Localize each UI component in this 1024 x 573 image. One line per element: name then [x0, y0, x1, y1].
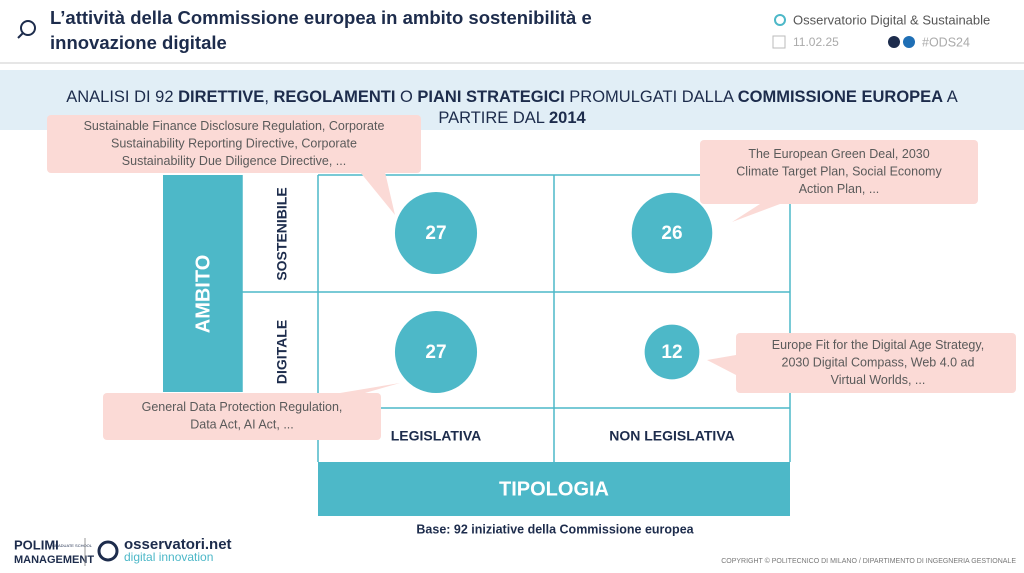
footnote: Base: 92 iniziative della Commissione eu…	[416, 522, 694, 536]
subtitle-part: REGOLAMENTI	[273, 88, 395, 106]
subtitle-part: A	[943, 88, 958, 106]
bubble-label: 27	[425, 342, 446, 363]
subtitle-part: ,	[264, 88, 273, 106]
callout	[700, 140, 978, 204]
subtitle: PARTIRE DAL 2014	[438, 109, 586, 127]
search-icon	[17, 20, 36, 39]
callout-text: The European Green Deal, 2030	[748, 147, 929, 161]
subtitle: ANALISI DI 92 DIRETTIVE, REGOLAMENTI O P…	[66, 88, 958, 106]
calendar-icon	[772, 35, 786, 49]
subtitle-part: DIRETTIVE	[178, 88, 264, 106]
subtitle-part: COMMISSIONE EUROPEA	[738, 88, 943, 106]
callout-text: Data Act, AI Act, ...	[190, 418, 294, 432]
callout-text: Virtual Worlds, ...	[831, 373, 926, 387]
x-icon	[888, 36, 900, 48]
callout-text: Action Plan, ...	[799, 182, 880, 196]
bubble	[394, 310, 478, 394]
callout-text: Europe Fit for the Digital Age Strategy,	[772, 338, 984, 352]
bubble	[394, 191, 478, 275]
logo: POLIMI	[14, 537, 59, 552]
callout-text: Sustainability Reporting Directive, Corp…	[111, 136, 357, 150]
col-axis-label: TIPOLOGIA	[499, 478, 609, 500]
row-axis-label: AMBITO	[192, 255, 214, 334]
linkedin-icon	[903, 36, 915, 48]
col-label: LEGISLATIVA	[391, 428, 481, 444]
col-axis-bar	[318, 462, 790, 516]
logo: osservatori.net	[124, 536, 232, 553]
bubble	[631, 192, 713, 274]
bubble	[644, 324, 700, 380]
subtitle-part: 2014	[549, 109, 587, 127]
callout-tail	[360, 172, 395, 215]
bubble-label: 12	[661, 342, 682, 363]
copyright: COPYRIGHT © POLITECNICO DI MILANO / DIPA…	[721, 557, 1016, 565]
callout	[103, 393, 381, 440]
callout-text: Climate Target Plan, Social Economy	[736, 164, 942, 178]
logo-icon	[97, 540, 119, 562]
callout-tail	[340, 383, 400, 393]
subtitle-part: PROMULGATI DALLA	[565, 88, 738, 106]
icon	[774, 14, 786, 26]
callout-text: 2030 Digital Compass, Web 4.0 ad	[782, 355, 975, 369]
hashtag: #ODS24	[922, 35, 970, 49]
subtitle-part: PARTIRE DAL	[438, 109, 549, 127]
callout-text: Sustainable Finance Disclosure Regulatio…	[84, 119, 385, 133]
subtitle-part: ANALISI DI 92	[66, 88, 178, 106]
callout-tail	[732, 204, 780, 222]
row-label: DIGITALE	[274, 320, 290, 384]
title: innovazione digitale	[50, 32, 227, 53]
callout	[736, 333, 1016, 393]
date: 11.02.25	[793, 35, 839, 49]
row-axis-bar	[163, 175, 242, 392]
logo-small: GRADUATE SCHOOL	[52, 543, 93, 548]
row-label: SOSTENIBILE	[274, 187, 290, 280]
callout	[47, 115, 421, 173]
logo-sub: digital innovation	[124, 550, 213, 564]
callout-text: General Data Protection Regulation,	[142, 400, 343, 414]
callout-tail	[707, 355, 736, 375]
logo-sub: MANAGEMENT	[14, 554, 94, 566]
subtitle-part: PIANI STRATEGICI	[417, 88, 564, 106]
bubble-label: 27	[425, 223, 446, 244]
col-label: NON LEGISLATIVA	[609, 428, 734, 444]
subtitle-part: O	[395, 88, 417, 106]
callout-text: Sustainability Due Diligence Directive, …	[122, 154, 346, 168]
title: L’attività della Commissione europea in …	[50, 7, 592, 28]
source: Osservatorio Digital & Sustainable	[793, 12, 990, 27]
grid	[241, 174, 791, 462]
bubble-label: 26	[661, 223, 682, 244]
